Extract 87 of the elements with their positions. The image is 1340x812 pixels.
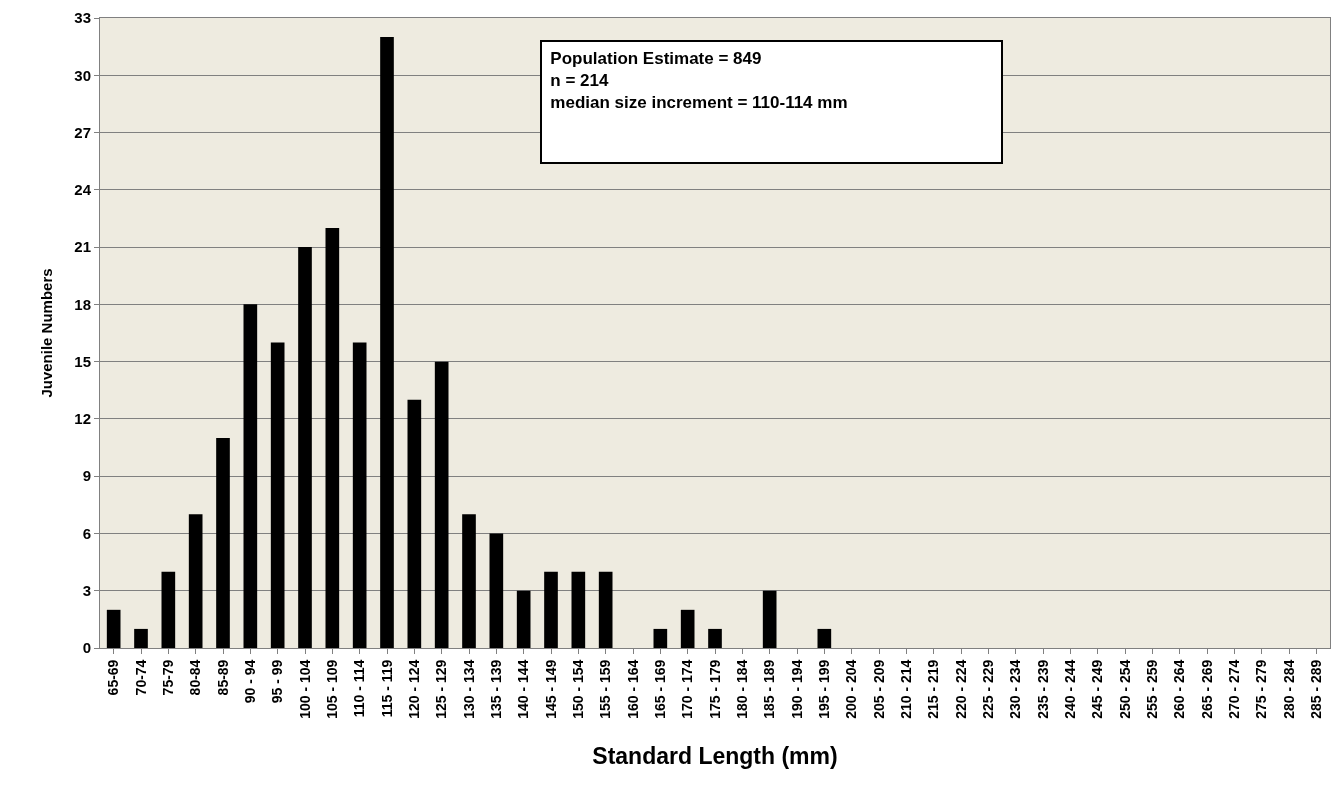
- bar: [489, 533, 504, 648]
- y-tick-label: 24: [74, 181, 92, 199]
- note-box: Population Estimate = 849 n = 214 median size increment = 110-114 mm: [540, 40, 1004, 165]
- x-tick-label: 180 - 184: [733, 659, 750, 719]
- bar: [325, 228, 340, 648]
- y-tick-label: 6: [82, 524, 91, 542]
- bar: [598, 571, 613, 648]
- x-tick-label: 145 - 149: [542, 659, 559, 719]
- y-tick-label: 27: [74, 123, 91, 141]
- x-tick-label: 265 - 269: [1198, 659, 1215, 719]
- x-tick-label: 195 - 199: [815, 659, 832, 719]
- x-tick-label: 190 - 194: [788, 659, 805, 719]
- y-tick-label: 12: [74, 410, 91, 428]
- x-tick-label: 105 - 109: [323, 659, 340, 719]
- bar: [216, 438, 230, 648]
- x-tick-label: 275 - 279: [1253, 659, 1270, 719]
- x-tick-label: 170 - 174: [679, 659, 696, 719]
- bar: [544, 571, 558, 648]
- x-tick-label: 140 - 144: [515, 659, 532, 719]
- annotation: Population Estimate = 849: [550, 48, 763, 71]
- x-tick-label: 280 - 284: [1280, 659, 1297, 719]
- y-tick-label: 30: [74, 66, 91, 84]
- bar: [188, 514, 203, 648]
- y-tick-label: 18: [74, 295, 91, 313]
- x-tick-label: 100 - 104: [296, 659, 313, 719]
- x-tick-label: 110 - 114: [351, 659, 368, 718]
- x-tick-label: 255 - 259: [1143, 659, 1160, 719]
- bar: [161, 571, 176, 648]
- bar: [817, 628, 832, 648]
- bar: [352, 342, 367, 648]
- x-tick-label: 230 - 234: [1007, 659, 1024, 719]
- bar: [134, 628, 148, 648]
- x-tick-label: 155 - 159: [597, 659, 614, 719]
- bar: [653, 628, 668, 648]
- x-tick-label: 225 - 229: [979, 659, 996, 719]
- x-tick-label: 135 - 139: [487, 659, 504, 719]
- x-tick-label: 210 - 214: [897, 659, 914, 719]
- x-tick-label: 120 - 124: [405, 659, 422, 719]
- x-tick-label: 150 - 154: [569, 659, 586, 719]
- bar: [571, 571, 586, 648]
- x-tick-label: 245 - 249: [1089, 659, 1106, 719]
- x-tick-label: 90 - 94: [241, 659, 258, 704]
- y-axis-title: Juvenile Numbers: [37, 268, 55, 398]
- bar: [762, 590, 777, 648]
- bar: [434, 361, 449, 648]
- annotation: n = 214: [550, 70, 610, 93]
- y-tick-label: 21: [74, 238, 91, 256]
- x-tick-label: 240 - 244: [1061, 659, 1078, 719]
- x-tick-label: 165 - 169: [651, 659, 668, 719]
- y-tick-label: 33: [74, 9, 91, 27]
- x-tick-label: 285 - 289: [1307, 659, 1324, 719]
- bar: [106, 609, 121, 648]
- x-tick-label: 65-69: [105, 659, 122, 696]
- x-tick-label: 220 - 224: [952, 659, 969, 719]
- bar: [380, 37, 394, 648]
- annotation: median size increment = 110-114 mm: [550, 92, 849, 115]
- bar: [516, 590, 531, 648]
- x-tick-label: 95 - 99: [269, 659, 286, 704]
- bar: [407, 399, 422, 648]
- x-tick-label: 235 - 239: [1034, 659, 1051, 719]
- x-tick-label: 175 - 179: [706, 659, 723, 719]
- x-tick-label: 80-84: [187, 659, 204, 696]
- bar: [243, 304, 258, 648]
- x-tick-label: 115 - 119: [378, 659, 395, 718]
- x-tick-label: 85-89: [214, 659, 231, 696]
- x-tick-label: 70-74: [132, 659, 149, 696]
- y-tick-label: 9: [82, 467, 91, 485]
- x-tick-label: 185 - 189: [761, 659, 778, 719]
- x-tick-label: 160 - 164: [624, 659, 641, 719]
- x-tick-label: 260 - 264: [1171, 659, 1188, 719]
- x-tick-label: 200 - 204: [843, 659, 860, 719]
- x-tick-label: 75-79: [159, 659, 176, 696]
- x-axis-title: Standard Length (mm): [592, 743, 838, 770]
- y-tick-label: 0: [82, 639, 91, 657]
- y-tick-label: 15: [74, 352, 91, 370]
- x-tick-label: 270 - 274: [1225, 659, 1242, 719]
- bar: [708, 628, 722, 648]
- bar: [298, 247, 312, 648]
- x-tick-label: 250 - 254: [1116, 659, 1133, 719]
- bar: [270, 342, 285, 648]
- y-tick-label: 3: [82, 581, 91, 599]
- x-tick-label: 215 - 219: [925, 659, 942, 719]
- bar: [462, 514, 476, 648]
- bar: [680, 609, 695, 648]
- x-tick-label: 130 - 134: [460, 659, 477, 719]
- x-tick-label: 205 - 209: [870, 659, 887, 719]
- x-tick-label: 125 - 129: [433, 659, 450, 719]
